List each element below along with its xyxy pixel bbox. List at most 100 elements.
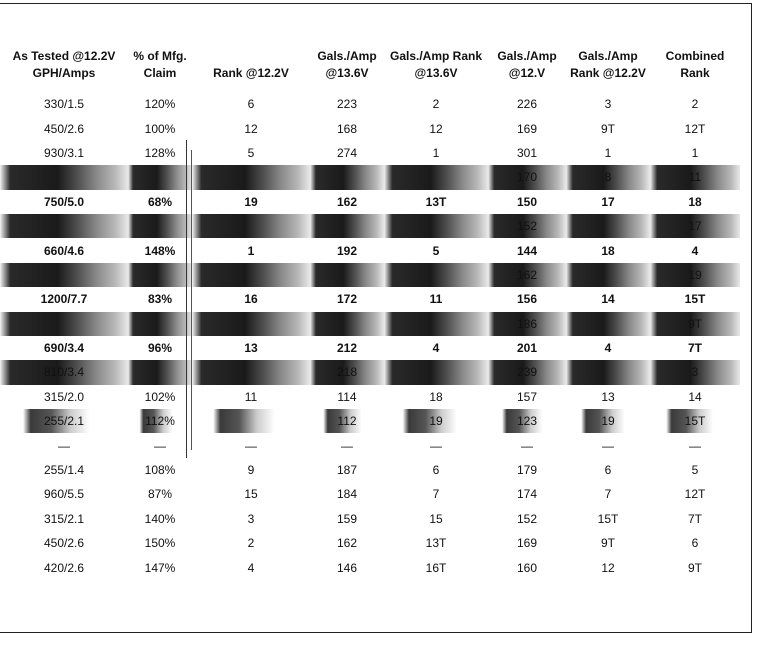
combined-rank-cell: 7T [687, 341, 702, 356]
gals-13v-cell: 274 [336, 145, 358, 160]
tested-cell [0, 213, 128, 239]
gals-rank-12v-cell: 6 [604, 463, 612, 478]
gals-13v-cell: 162 [336, 536, 358, 551]
gals-12v-cell: 169 [516, 121, 538, 136]
tested-cell: 660/4.6 [43, 243, 85, 258]
gals-13v-cell [310, 262, 384, 288]
col-header-rank-13v: Gals./Amp Rank @13.6V [389, 49, 483, 80]
combined-rank-cell: 18 [688, 194, 702, 209]
combined-rank-cell: — [689, 438, 701, 453]
rank-13v-cell: 1 [432, 145, 440, 160]
gals-12v-cell: 152 [516, 511, 538, 526]
rank-13v-cell: 13T [425, 194, 447, 209]
gals-rank-12v-cell [566, 311, 650, 336]
claim-cell [128, 262, 192, 288]
gals-rank-12v-cell: — [602, 438, 614, 453]
rank-13v-cell: 4 [432, 341, 440, 356]
rank-12v-cell [192, 311, 310, 336]
gals-12v-cell: 170 [488, 165, 566, 190]
table-row: 1200/7.7 83% 16 172 11 156 14 15T [0, 287, 740, 311]
claim-cell: 96% [147, 341, 173, 356]
rank-13v-cell: 15 [429, 511, 443, 526]
tested-cell: 690/3.4 [43, 341, 85, 356]
rank-12v-cell: 5 [247, 145, 255, 160]
rank-12v-cell: 3 [247, 511, 255, 526]
table-row: — — — — — — — — [0, 433, 740, 457]
claim-cell [128, 311, 192, 336]
claim-cell [128, 360, 192, 385]
rank-12v-cell [192, 360, 310, 385]
claim-cell: 147% [144, 560, 176, 575]
tested-cell: 330/1.5 [43, 97, 85, 112]
tested-cell: — [58, 438, 70, 453]
claim-cell: 120% [144, 97, 176, 112]
gals-13v-cell: 223 [336, 97, 358, 112]
rank-13v-cell [384, 165, 488, 190]
gals-13v-cell: 159 [336, 511, 358, 526]
rank-12v-cell [192, 165, 310, 190]
table-row: 450/2.6 100% 12 168 12 169 9T 12T [0, 116, 740, 140]
rank-12v-cell: 2 [247, 536, 255, 551]
rank-13v-cell: 16T [425, 560, 447, 575]
gals-rank-12v-cell: 4 [604, 341, 612, 356]
gals-13v-cell: 146 [336, 560, 358, 575]
combined-rank-cell: 12T [684, 487, 706, 502]
rank-12v-cell: 16 [244, 292, 258, 307]
rank-13v-cell: 18 [429, 389, 443, 404]
claim-cell [128, 213, 192, 239]
rank-13v-cell: 12 [429, 121, 443, 136]
claim-cell: 140% [144, 511, 176, 526]
gals-13v-cell: 212 [336, 341, 358, 356]
claim-cell: 148% [144, 243, 176, 258]
gals-rank-12v-cell: 19 [566, 409, 650, 434]
gals-rank-12v-cell [566, 262, 650, 288]
rank-13v-cell: 11 [429, 292, 443, 307]
combined-rank-cell: 5 [691, 463, 699, 478]
table-row: 930/3.1 128% 5 274 1 301 1 1 [0, 141, 740, 165]
claim-cell: 102% [144, 389, 176, 404]
page-border [0, 3, 752, 633]
gals-rank-12v-cell: 1 [604, 145, 612, 160]
rank-12v-cell: 9 [247, 463, 255, 478]
table-row: 330/1.5 120% 6 223 2 226 3 2 [0, 92, 740, 116]
rank-12v-cell: — [245, 438, 257, 453]
claim-cell: 128% [144, 145, 176, 160]
table-row: 152 17 [0, 213, 740, 239]
combined-rank-cell: 2 [691, 97, 699, 112]
col-header-gals-rank-12v: Gals./Amp Rank @12.2V [570, 49, 646, 80]
gals-12v-cell: 201 [516, 341, 538, 356]
col-header-pct-claim: % of Mfg. Claim [133, 49, 187, 80]
gals-12v-cell: 226 [516, 97, 538, 112]
rank-13v-cell: 7 [432, 487, 440, 502]
gals-12v-cell: 157 [516, 389, 538, 404]
table-row: 450/2.6 150% 2 162 13T 169 9T 6 [0, 531, 740, 555]
gals-13v-cell [310, 311, 384, 336]
combined-rank-cell: 9T [650, 311, 740, 336]
combined-rank-cell: 9T [687, 560, 702, 575]
rank-12v-cell: 15 [244, 487, 258, 502]
gals-12v-cell: 123 [488, 409, 566, 434]
gals-12v-cell: 179 [516, 463, 538, 478]
rank-13v-cell: 6 [432, 463, 440, 478]
table-row: 690/3.4 96% 13 212 4 201 4 7T [0, 336, 740, 360]
gals-rank-12v-cell: 13 [601, 389, 615, 404]
combined-rank-cell: 6 [691, 536, 699, 551]
rank-12v-cell: 1 [247, 243, 255, 258]
gals-rank-12v-cell: 3 [604, 97, 612, 112]
rank-12v-cell [192, 213, 310, 239]
col-header-as-tested: As Tested @12.2V GPH/Amps [12, 49, 116, 80]
gals-13v-cell: 192 [336, 243, 358, 258]
gals-rank-12v-cell [566, 213, 650, 239]
rank-13v-cell [384, 262, 488, 288]
tested-cell: 750/5.0 [43, 194, 85, 209]
claim-cell: 100% [144, 121, 176, 136]
rank-13v-cell: 2 [432, 97, 440, 112]
gals-12v-cell: — [521, 438, 533, 453]
gals-rank-12v-cell [566, 360, 650, 385]
tested-cell: 930/3.1 [43, 145, 85, 160]
combined-rank-cell: 14 [688, 389, 702, 404]
table-row: 960/5.5 87% 15 184 7 174 7 12T [0, 482, 740, 506]
gals-13v-cell [310, 213, 384, 239]
gals-12v-cell: 150 [516, 194, 538, 209]
tested-cell: 315/2.0 [43, 389, 85, 404]
